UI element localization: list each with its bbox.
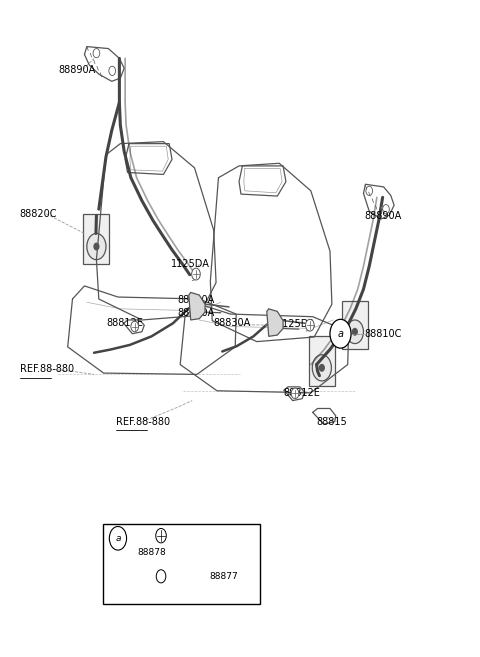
Text: 88878: 88878 bbox=[137, 548, 166, 557]
Circle shape bbox=[330, 319, 351, 348]
Text: 88810C: 88810C bbox=[364, 328, 402, 339]
Polygon shape bbox=[267, 309, 283, 336]
Text: a: a bbox=[337, 328, 344, 339]
Text: 88812E: 88812E bbox=[283, 388, 320, 397]
Text: 88890A: 88890A bbox=[364, 211, 402, 221]
Text: 1125DA: 1125DA bbox=[170, 260, 209, 269]
Text: 88820C: 88820C bbox=[20, 209, 57, 219]
Circle shape bbox=[109, 66, 116, 76]
Text: a: a bbox=[115, 533, 120, 543]
Circle shape bbox=[94, 243, 99, 250]
Circle shape bbox=[131, 321, 139, 332]
FancyBboxPatch shape bbox=[342, 301, 368, 350]
Circle shape bbox=[312, 355, 331, 381]
FancyBboxPatch shape bbox=[84, 214, 109, 264]
Circle shape bbox=[366, 186, 372, 195]
Circle shape bbox=[306, 319, 314, 331]
Circle shape bbox=[109, 526, 127, 550]
Circle shape bbox=[156, 528, 166, 543]
Circle shape bbox=[346, 320, 363, 344]
Circle shape bbox=[87, 233, 106, 260]
Text: 1125DA: 1125DA bbox=[277, 319, 316, 329]
Text: 88877: 88877 bbox=[209, 572, 238, 581]
Text: 88815: 88815 bbox=[317, 417, 348, 426]
Text: 88812E: 88812E bbox=[106, 318, 143, 328]
Circle shape bbox=[156, 570, 166, 583]
Text: REF.88-880: REF.88-880 bbox=[20, 364, 74, 374]
Text: 88840A: 88840A bbox=[178, 295, 215, 306]
Text: 88890A: 88890A bbox=[58, 64, 96, 74]
Circle shape bbox=[383, 204, 389, 214]
Circle shape bbox=[93, 49, 100, 58]
Circle shape bbox=[352, 328, 357, 335]
Text: REF.88-880: REF.88-880 bbox=[116, 417, 170, 426]
Text: 88830A: 88830A bbox=[214, 318, 251, 328]
FancyBboxPatch shape bbox=[309, 336, 335, 386]
FancyBboxPatch shape bbox=[103, 524, 260, 604]
Polygon shape bbox=[189, 292, 205, 320]
Text: 88830A: 88830A bbox=[178, 308, 215, 319]
Circle shape bbox=[291, 388, 299, 399]
Circle shape bbox=[192, 268, 200, 280]
Circle shape bbox=[320, 365, 324, 371]
